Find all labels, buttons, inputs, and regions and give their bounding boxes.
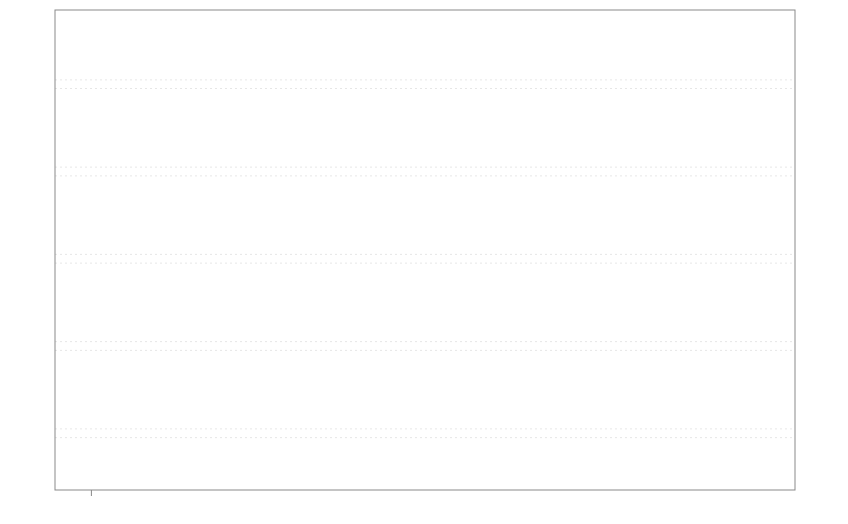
dual-axis-line-chart	[0, 0, 848, 524]
chart-svg	[0, 0, 848, 524]
